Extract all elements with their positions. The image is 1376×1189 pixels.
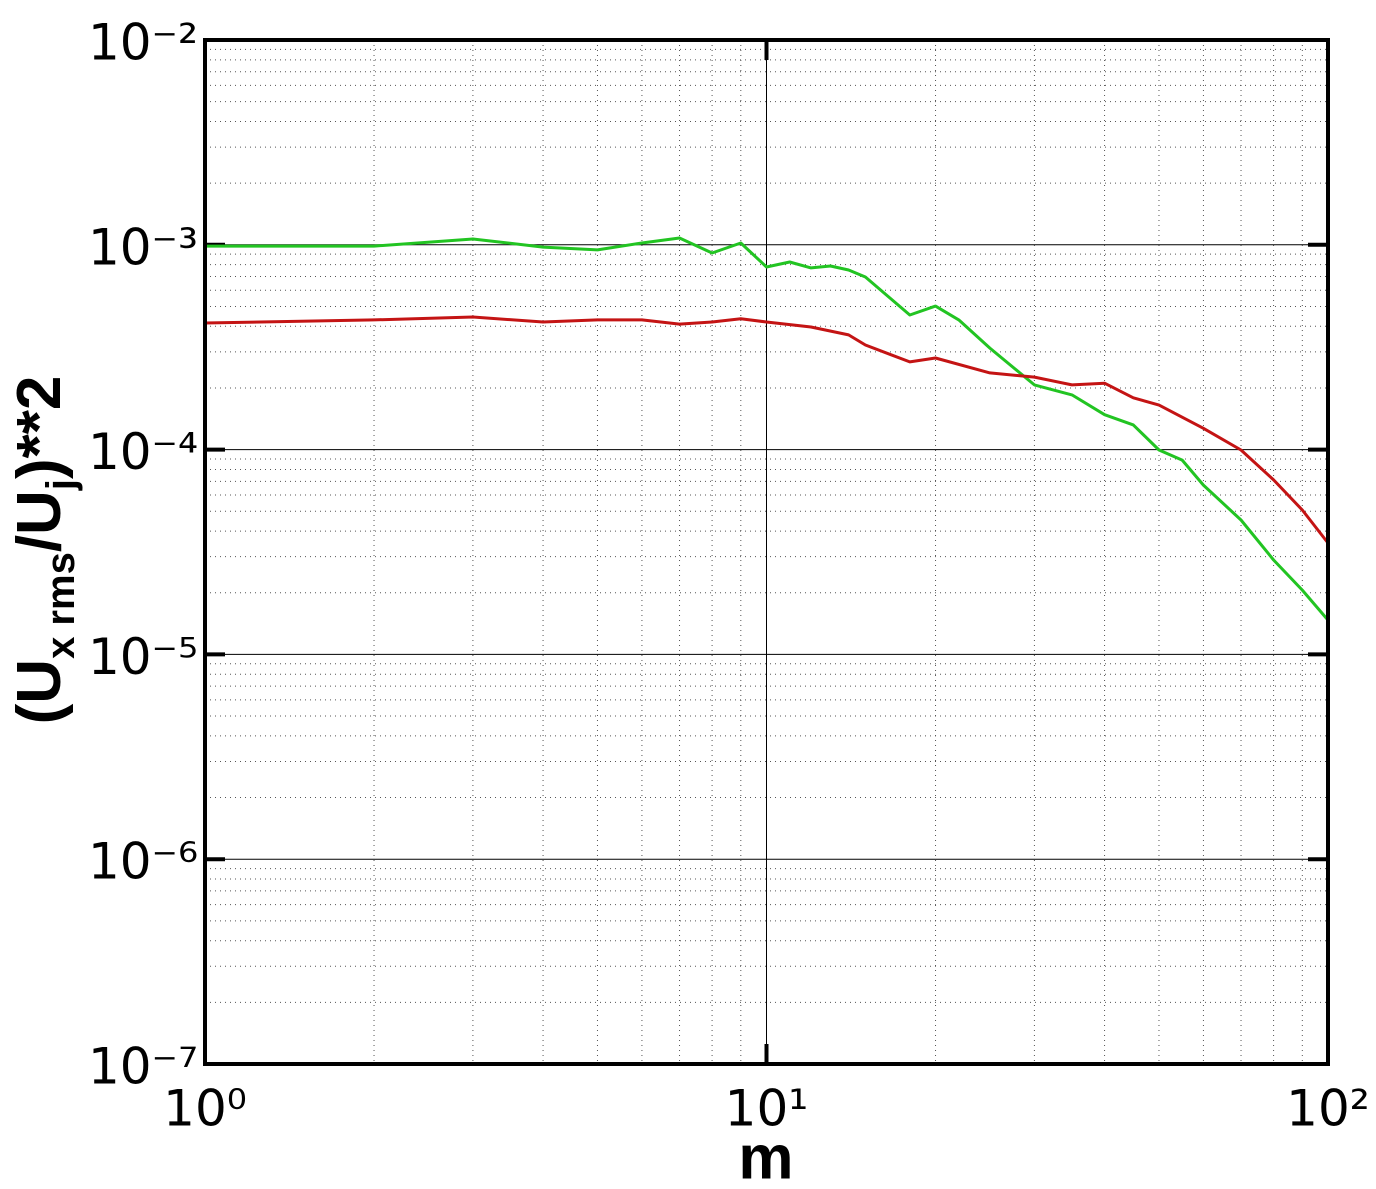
y-title-sub: j — [39, 479, 83, 491]
y-tick-label: 10⁻⁷ — [88, 1038, 198, 1096]
y-title-part: )**2 — [5, 376, 74, 479]
x-axis-title: m — [738, 1123, 793, 1189]
x-tick-label: 10¹ — [725, 1080, 809, 1138]
y-tick-label: 10⁻⁴ — [88, 423, 198, 481]
y-tick-label: 10⁻² — [88, 14, 198, 72]
y-title-part: (U — [5, 659, 74, 724]
y-tick-label: 10⁻⁶ — [88, 833, 198, 891]
plot-frame — [203, 38, 1330, 1066]
y-tick-label: 10⁻³ — [88, 218, 198, 276]
y-axis-title: (Ux rms/Uj)**2 — [5, 376, 83, 725]
y-title-sub: x rms — [39, 552, 83, 659]
x-tick-label: 10⁰ — [163, 1080, 247, 1138]
data-line — [205, 236, 1330, 622]
data-line — [204, 315, 1330, 544]
y-tick-label: 10⁻⁵ — [88, 628, 198, 686]
x-tick-label: 10² — [1286, 1080, 1370, 1138]
y-title-part: /U — [5, 490, 74, 552]
